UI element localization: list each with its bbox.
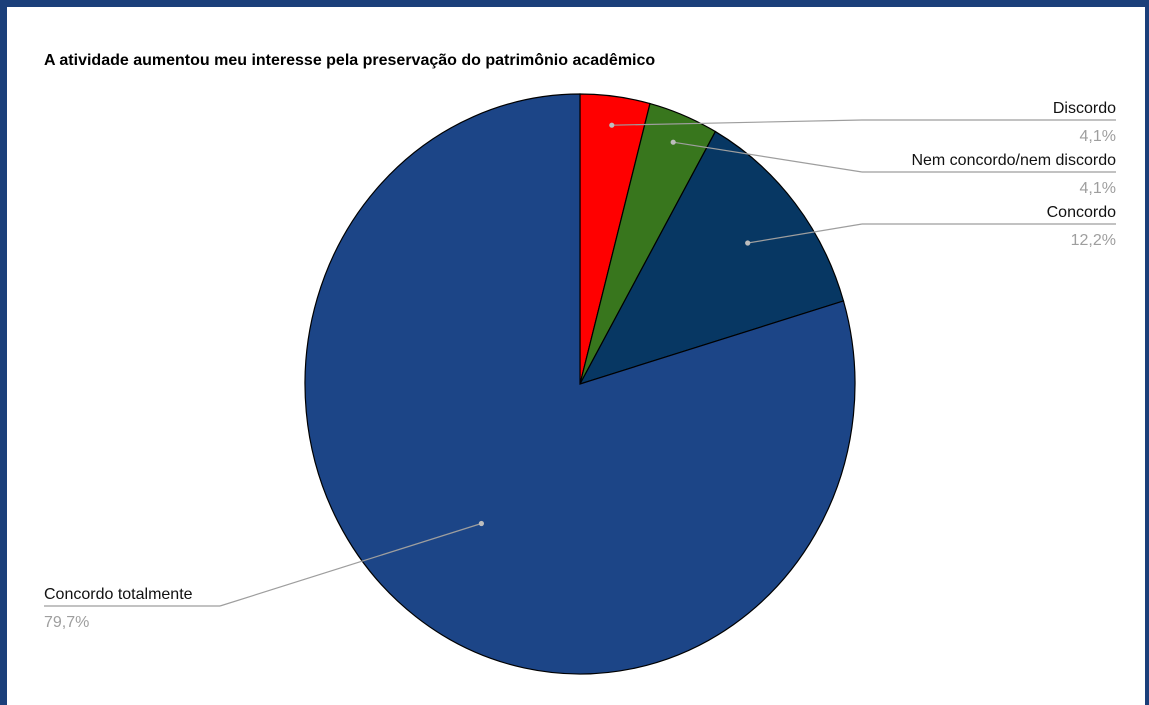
slice-percent: 12,2% (1071, 232, 1116, 249)
slice-label: Concordo totalmente (44, 586, 193, 603)
leader-dot (609, 122, 615, 128)
leader-connector (673, 141, 863, 173)
slice-percent: 79,7% (44, 614, 89, 631)
leader-connector (611, 119, 863, 126)
leader-dot (478, 520, 484, 527)
label-concordo: Concordo 12,2% (745, 204, 1116, 249)
chart-title: A atividade aumentou meu interesse pela … (44, 52, 656, 69)
label-discordo: Discordo 4,1% (609, 100, 1116, 145)
label-nem-concordo-nem-discordo: Nem concordo/nem discordo 4,1% (670, 139, 1116, 197)
slice-percent: 4,1% (1080, 180, 1116, 197)
leader-connector (747, 223, 863, 244)
slice-percent: 4,1% (1080, 128, 1116, 145)
slice-label: Nem concordo/nem discordo (911, 152, 1116, 169)
slice-label: Discordo (1053, 100, 1116, 117)
slice-label: Concordo (1047, 204, 1116, 221)
leader-connector (219, 522, 482, 607)
label-concordo-totalmente: Concordo totalmente 79,7% (44, 520, 484, 631)
leader-dot (670, 139, 676, 145)
pie-slice-concordo-totalmente (304, 93, 856, 675)
pie-slice-concordo (578, 130, 845, 386)
leader-dot (745, 240, 751, 246)
